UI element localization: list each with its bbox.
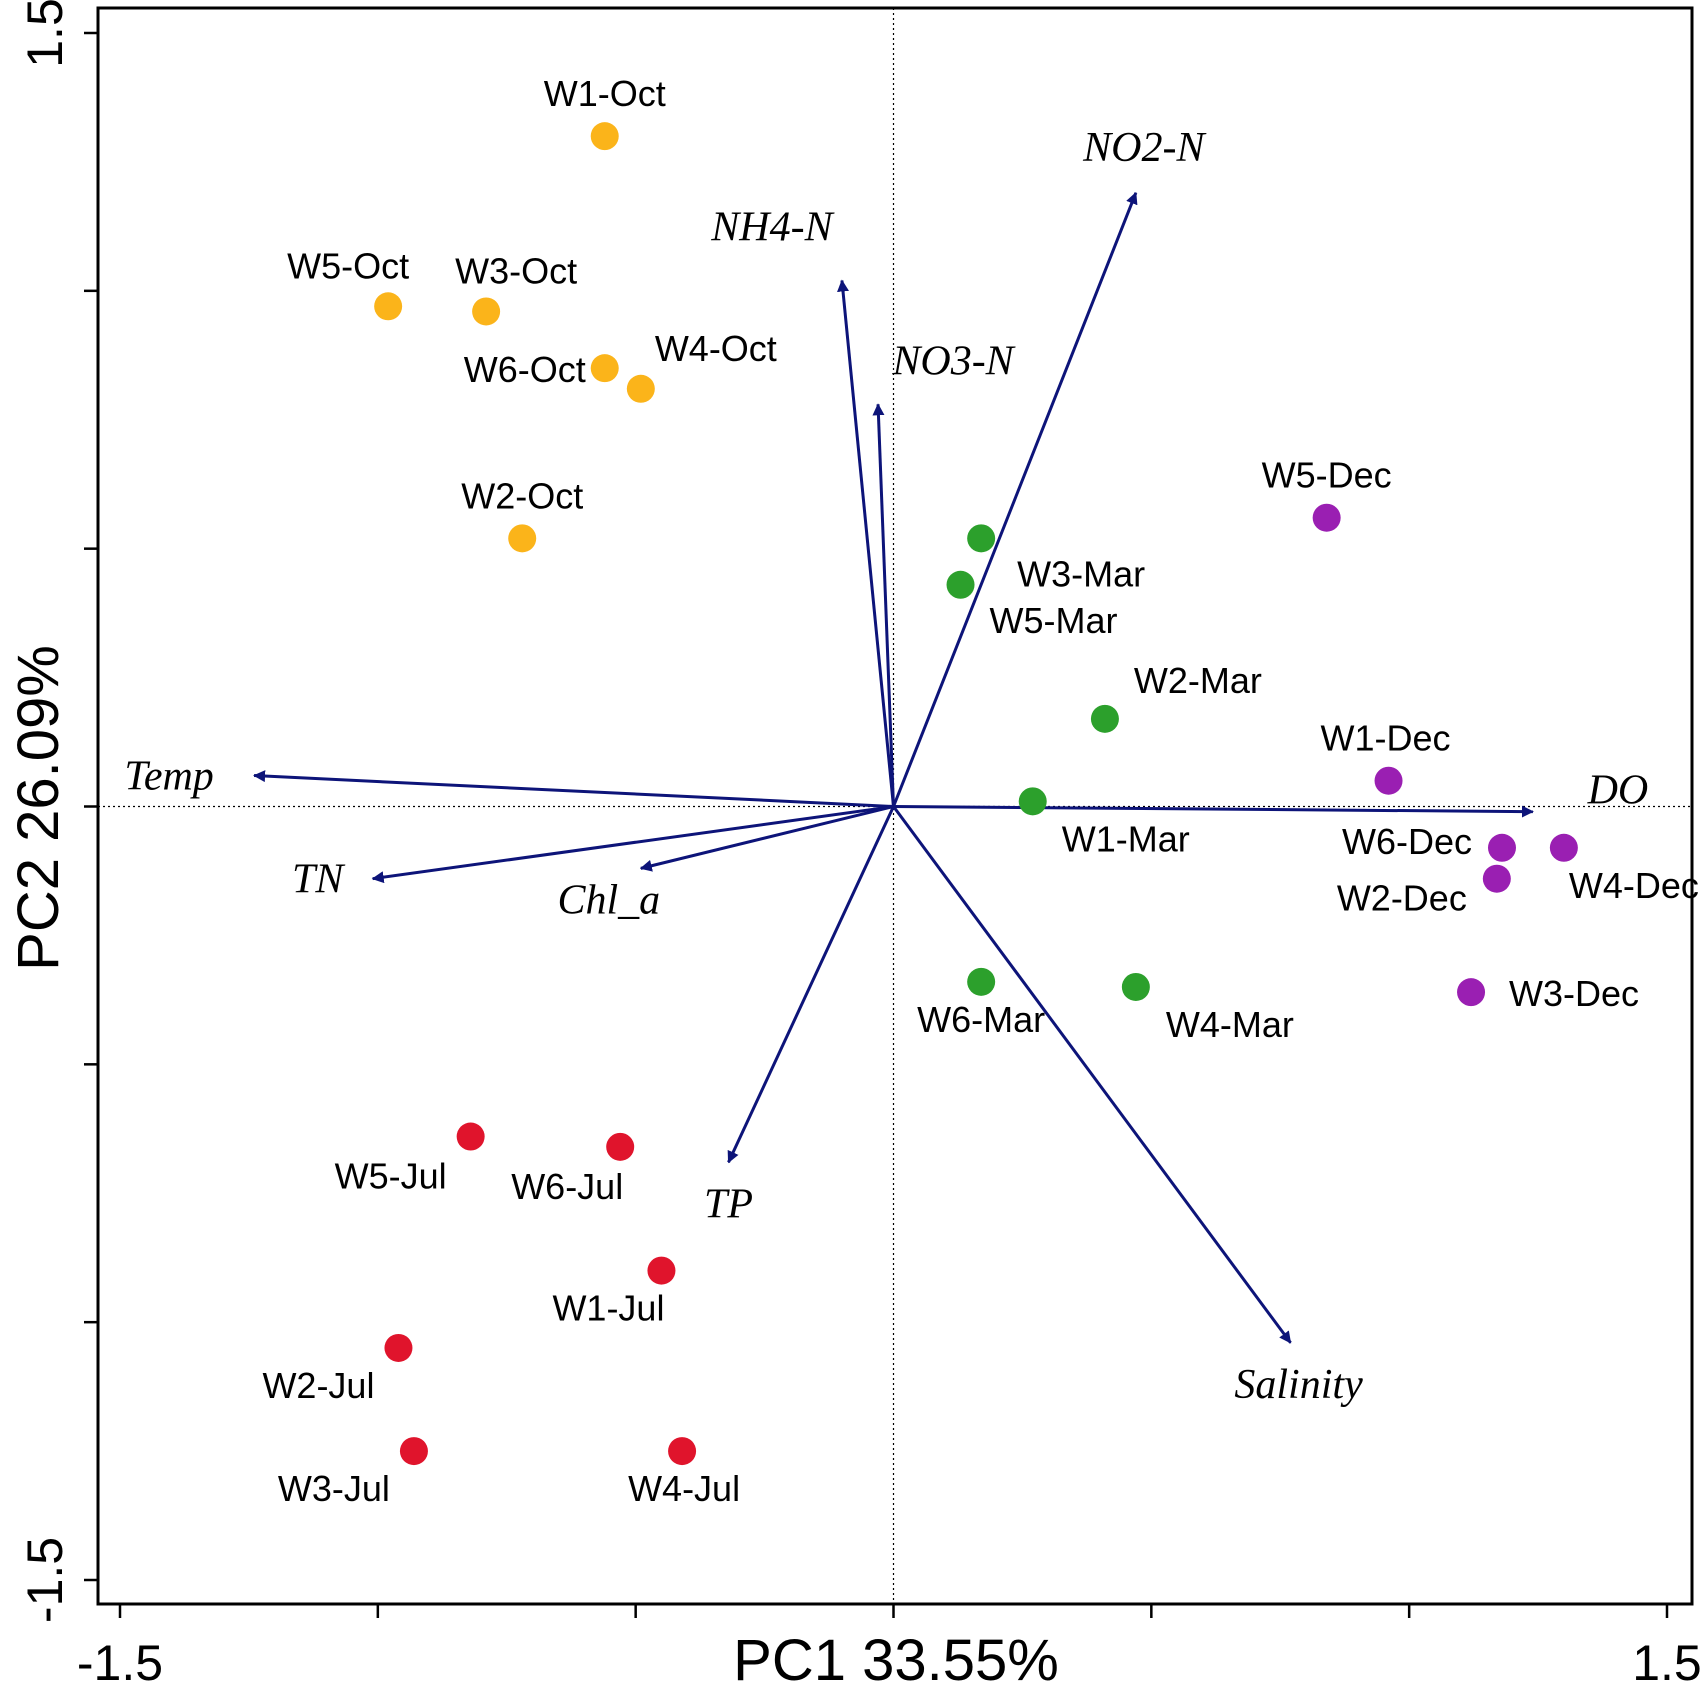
score-point-label: W3-Dec xyxy=(1509,973,1639,1014)
loading-vector-label: DO xyxy=(1587,768,1649,814)
score-point xyxy=(1090,704,1119,733)
score-point-label: W4-Mar xyxy=(1166,1004,1294,1045)
score-point-label: W4-Dec xyxy=(1569,865,1699,906)
loading-vector-label: Salinity xyxy=(1234,1362,1363,1408)
score-point xyxy=(374,292,403,321)
loading-vector-arrow xyxy=(837,279,895,807)
loading-vector-arrow xyxy=(639,805,894,872)
score-point xyxy=(472,297,501,326)
loading-vector-arrow xyxy=(892,805,1292,1344)
score-point-label: W2-Mar xyxy=(1134,660,1262,701)
loading-vectors: NO2-N NH4-N NO3-N Temp TN Chl_a TP DO Salinity xyxy=(124,125,1648,1408)
score-point xyxy=(967,524,996,553)
score-point-label: W6-Dec xyxy=(1342,821,1472,862)
loading-vector-arrow xyxy=(893,805,1534,818)
loading-vector-label: NO3-N xyxy=(891,338,1015,384)
score-point xyxy=(1487,833,1516,862)
score-point xyxy=(508,524,537,553)
score-point-label: W3-Oct xyxy=(455,250,577,291)
score-point-label: W6-Jul xyxy=(511,1166,623,1207)
score-point-label: W5-Mar xyxy=(990,600,1118,641)
score-point xyxy=(1457,978,1486,1007)
score-point-label: W5-Dec xyxy=(1262,455,1392,496)
score-point-label: W2-Jul xyxy=(262,1365,374,1406)
score-point-label: W5-Jul xyxy=(335,1156,447,1197)
score-point-label: W4-Jul xyxy=(628,1468,740,1509)
score-point xyxy=(668,1437,697,1466)
score-points: W1-Oct W5-Oct W3-Oct W6-Oct W4-Oct W2-Oct W3-M… xyxy=(262,73,1698,1509)
score-point-label: W2-Oct xyxy=(461,475,583,516)
loading-vector-label: TN xyxy=(292,857,345,903)
y-axis-title: PC2 26.09% xyxy=(6,645,71,971)
score-point xyxy=(1121,972,1150,1001)
loading-vector-arrow xyxy=(371,805,894,884)
score-point-label: W3-Jul xyxy=(278,1468,390,1509)
loading-vector-label: Temp xyxy=(124,754,213,800)
score-point-label: W1-Dec xyxy=(1321,718,1451,759)
score-point xyxy=(1374,766,1403,795)
score-point xyxy=(1549,833,1578,862)
score-point xyxy=(967,967,996,996)
loading-vector-label: Chl_a xyxy=(557,877,660,923)
score-point-label: W1-Oct xyxy=(544,73,666,114)
score-point xyxy=(1312,503,1341,532)
axis-ticks: -1.5 1.5 1.5 -1.5 xyxy=(17,0,1700,1691)
score-point xyxy=(590,354,619,383)
score-point-label: W5-Oct xyxy=(287,245,409,286)
score-point xyxy=(1018,787,1047,816)
x-axis-title: PC1 33.55% xyxy=(733,1628,1059,1693)
score-point xyxy=(626,374,655,403)
score-point xyxy=(606,1132,635,1161)
score-point-label: W3-Mar xyxy=(1017,553,1145,594)
score-point-label: W1-Mar xyxy=(1062,818,1190,859)
x-tick-label: 1.5 xyxy=(1632,1635,1700,1691)
loading-vector-arrow xyxy=(727,805,895,1164)
score-point xyxy=(456,1122,485,1151)
score-point xyxy=(399,1437,428,1466)
y-tick-label: 1.5 xyxy=(17,0,73,68)
score-point xyxy=(590,122,619,151)
score-point-label: W1-Jul xyxy=(552,1288,664,1329)
score-point-label: W4-Oct xyxy=(655,328,777,369)
score-point xyxy=(946,570,975,599)
score-point-label: W2-Dec xyxy=(1337,878,1467,919)
x-tick-label: -1.5 xyxy=(77,1635,163,1691)
loading-vector-arrow xyxy=(892,191,1138,808)
score-point xyxy=(1482,864,1511,893)
loading-vector-arrow xyxy=(253,770,894,808)
score-point xyxy=(384,1333,413,1362)
loading-vector-label: NO2-N xyxy=(1082,125,1206,171)
loading-vector-arrow xyxy=(872,403,895,807)
y-tick-label: -1.5 xyxy=(17,1537,73,1623)
loading-vector-label: NH4-N xyxy=(710,205,834,251)
score-point-label: W6-Mar xyxy=(917,999,1045,1040)
loading-vector-label: TP xyxy=(704,1181,753,1227)
score-point xyxy=(647,1256,676,1285)
score-point-label: W6-Oct xyxy=(464,349,586,390)
